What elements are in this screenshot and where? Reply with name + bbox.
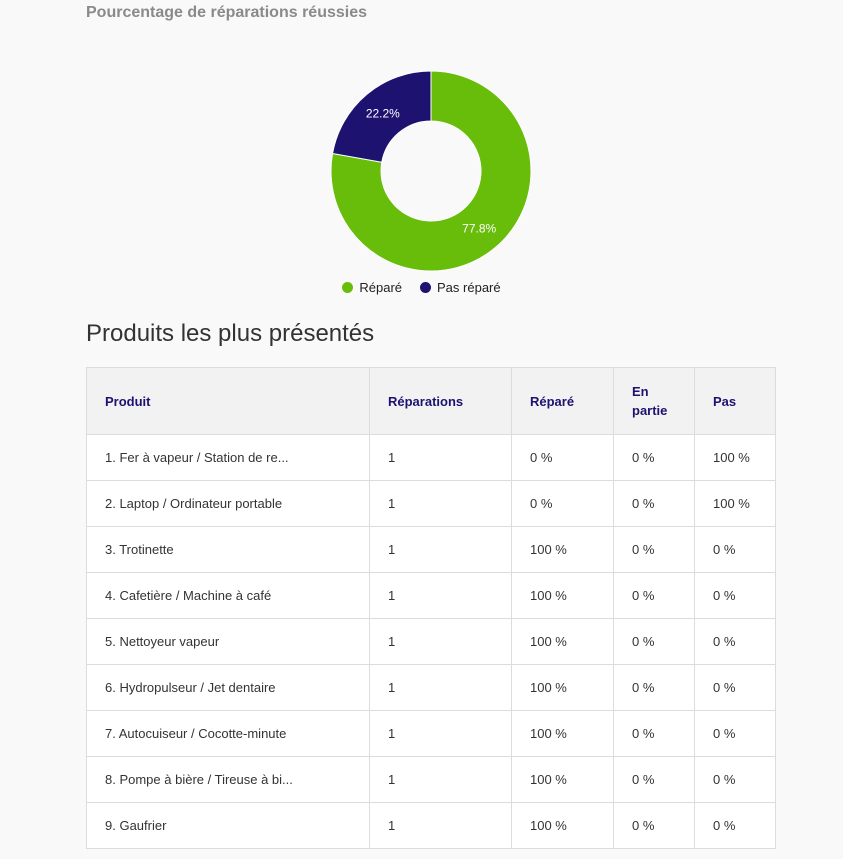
cell-product: 1. Fer à vapeur / Station de re... (86, 434, 370, 481)
cell-repaired: 100 % (511, 618, 614, 665)
table-header-row: Produit Réparations Réparé En partie Pas (86, 367, 776, 435)
slice-percentage-label: 77.8% (462, 221, 496, 235)
cell-not-repaired: 0 % (694, 618, 776, 665)
legend-swatch (420, 282, 432, 293)
cell-not-repaired: 100 % (694, 434, 776, 481)
cell-product: 3. Trotinette (86, 526, 370, 573)
cell-product: 6. Hydropulseur / Jet dentaire (86, 664, 370, 711)
cell-partial: 0 % (613, 664, 695, 711)
chart-legend: Réparé Pas réparé (0, 280, 843, 295)
cell-repairs: 1 (369, 756, 512, 803)
cell-not-repaired: 0 % (694, 710, 776, 757)
cell-not-repaired: 0 % (694, 572, 776, 619)
cell-repaired: 0 % (511, 480, 614, 527)
donut-chart-svg: 77.8% 22.2% (330, 70, 532, 272)
cell-repairs: 1 (369, 710, 512, 757)
donut-slice[interactable] (330, 70, 532, 272)
products-table-wrapper: Produit Réparations Réparé En partie Pas… (86, 367, 776, 849)
legend-item[interactable]: Réparé (342, 280, 402, 295)
cell-product: 8. Pompe à bière / Tireuse à bi... (86, 756, 370, 803)
column-header-product[interactable]: Produit (86, 367, 370, 435)
cell-partial: 0 % (613, 802, 695, 849)
table-row: 1. Fer à vapeur / Station de re... 1 0 % 0 … (86, 434, 776, 481)
cell-partial: 0 % (613, 480, 695, 527)
table-row: 9. Gaufrier 1 100 % 0 % 0 % (86, 802, 776, 849)
legend-label: Réparé (359, 280, 403, 295)
column-header-repaired[interactable]: Réparé (511, 367, 614, 435)
slice-percentage-label: 22.2% (366, 107, 400, 121)
column-header-repairs[interactable]: Réparations (369, 367, 512, 435)
cell-repaired: 100 % (511, 526, 614, 573)
cell-repaired: 100 % (511, 756, 614, 803)
cell-repairs: 1 (369, 664, 512, 711)
legend-label: Pas réparé (437, 280, 501, 295)
cell-partial: 0 % (613, 572, 695, 619)
chart-title: Pourcentage de réparations réussies (86, 4, 367, 21)
table-row: 8. Pompe à bière / Tireuse à bi... 1 100 %… (86, 756, 776, 803)
cell-repairs: 1 (369, 802, 512, 849)
table-row: 7. Autocuiseur / Cocotte-minute 1 100 % 0 %… (86, 710, 776, 757)
cell-partial: 0 % (613, 526, 695, 573)
cell-product: 7. Autocuiseur / Cocotte-minute (86, 710, 370, 757)
products-section-title: Produits les plus présentés (86, 320, 375, 347)
column-header-partial[interactable]: En partie (613, 367, 695, 435)
cell-repairs: 1 (369, 434, 512, 481)
cell-repaired: 0 % (511, 434, 614, 481)
donut-slice[interactable] (331, 70, 432, 163)
cell-not-repaired: 0 % (694, 664, 776, 711)
cell-partial: 0 % (613, 434, 695, 481)
table-body: 1. Fer à vapeur / Station de re... 1 0 % 0 … (86, 434, 776, 849)
cell-not-repaired: 0 % (694, 756, 776, 803)
cell-repairs: 1 (369, 526, 512, 573)
donut-chart: 77.8% 22.2% (0, 0, 843, 300)
cell-repaired: 100 % (511, 710, 614, 757)
cell-partial: 0 % (613, 710, 695, 757)
cell-partial: 0 % (613, 756, 695, 803)
cell-product: 9. Gaufrier (86, 802, 370, 849)
table-row: 4. Cafetière / Machine à café 1 100 % 0 % 0 … (86, 572, 776, 619)
cell-product: 2. Laptop / Ordinateur portable (86, 480, 370, 527)
column-header-not-repaired[interactable]: Pas (694, 367, 776, 435)
cell-product: 5. Nettoyeur vapeur (86, 618, 370, 665)
cell-partial: 0 % (613, 618, 695, 665)
cell-not-repaired: 0 % (694, 802, 776, 849)
cell-repairs: 1 (369, 480, 512, 527)
cell-product: 4. Cafetière / Machine à café (86, 572, 370, 619)
cell-repairs: 1 (369, 572, 512, 619)
legend-swatch (342, 282, 354, 293)
table-row: 6. Hydropulseur / Jet dentaire 1 100 % 0 % 0… (86, 664, 776, 711)
legend-item[interactable]: Pas réparé (420, 280, 501, 295)
cell-not-repaired: 0 % (694, 526, 776, 573)
cell-repairs: 1 (369, 618, 512, 665)
cell-repaired: 100 % (511, 572, 614, 619)
table-row: 5. Nettoyeur vapeur 1 100 % 0 % 0 % (86, 618, 776, 665)
products-table: Produit Réparations Réparé En partie Pas… (86, 367, 776, 849)
cell-not-repaired: 100 % (694, 480, 776, 527)
table-row: 3. Trotinette 1 100 % 0 % 0 % (86, 526, 776, 573)
cell-repaired: 100 % (511, 802, 614, 849)
cell-repaired: 100 % (511, 664, 614, 711)
table-row: 2. Laptop / Ordinateur portable 1 0 % 0 % 10… (86, 480, 776, 527)
